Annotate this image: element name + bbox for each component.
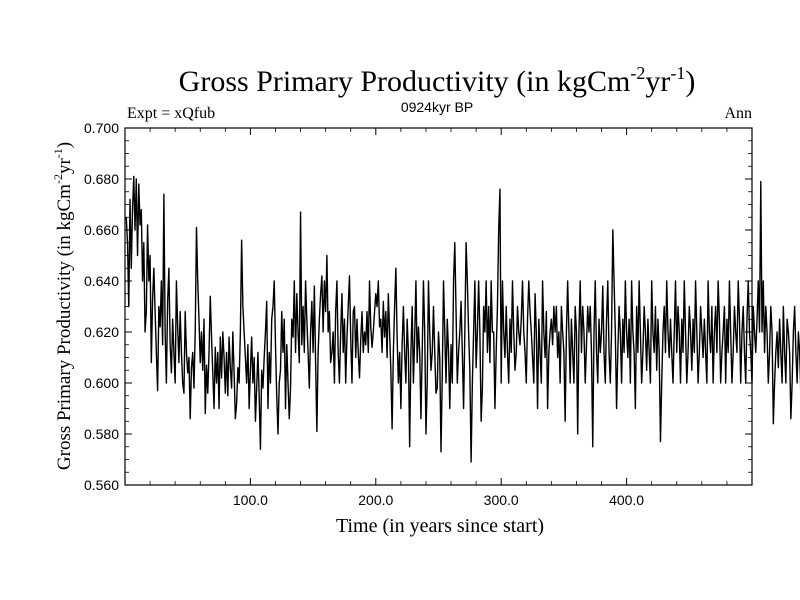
y-tick-label: 0.580 <box>84 426 119 442</box>
chart-title-main: Gross Primary Productivity (in kgCm <box>179 65 631 98</box>
chart-title: Gross Primary Productivity (in kgCm-2yr-… <box>179 63 696 98</box>
chart-title-mid: yr <box>645 65 670 98</box>
chart-title-end: ) <box>685 65 695 98</box>
x-axis-label: Time (in years since start) <box>336 515 544 537</box>
x-tick-label: 300.0 <box>484 492 519 508</box>
y-axis-label-exp1: -2 <box>51 174 65 184</box>
y-tick-label: 0.600 <box>84 375 119 391</box>
x-tick-label: 400.0 <box>609 492 644 508</box>
x-tick-label: 200.0 <box>358 492 393 508</box>
y-tick-label: 0.620 <box>84 324 119 340</box>
y-tick-label: 0.660 <box>84 222 119 238</box>
plot-frame <box>124 127 753 486</box>
axis-ticks: 0.560 0.580 0.600 0.620 0.640 0.660 0.680 0.700… <box>84 120 752 508</box>
y-tick-label: 0.700 <box>84 120 119 136</box>
subtitle-left: Expt = xQfub <box>127 105 215 122</box>
y-tick-label: 0.640 <box>84 273 119 289</box>
y-tick-label: 0.680 <box>84 171 119 187</box>
x-tick-label: 100.0 <box>233 492 268 508</box>
subtitle-right: Ann <box>724 105 752 122</box>
y-axis-label: Gross Primary Productivity (in kgCm-2yr-… <box>51 142 75 470</box>
chart-title-exp1: -2 <box>630 63 645 83</box>
y-axis-label-main: Gross Primary Productivity (in kgCm <box>54 184 75 470</box>
y-axis-label-exp2: -1 <box>51 148 65 158</box>
series-line <box>125 175 800 463</box>
y-tick-label: 0.560 <box>84 477 119 493</box>
y-axis-label-end: ) <box>54 142 75 148</box>
chart-title-exp2: -1 <box>670 63 685 83</box>
series-group <box>125 175 800 463</box>
subtitle-center: 0924kyr BP <box>401 99 473 115</box>
y-axis-label-mid: yr <box>54 158 75 175</box>
